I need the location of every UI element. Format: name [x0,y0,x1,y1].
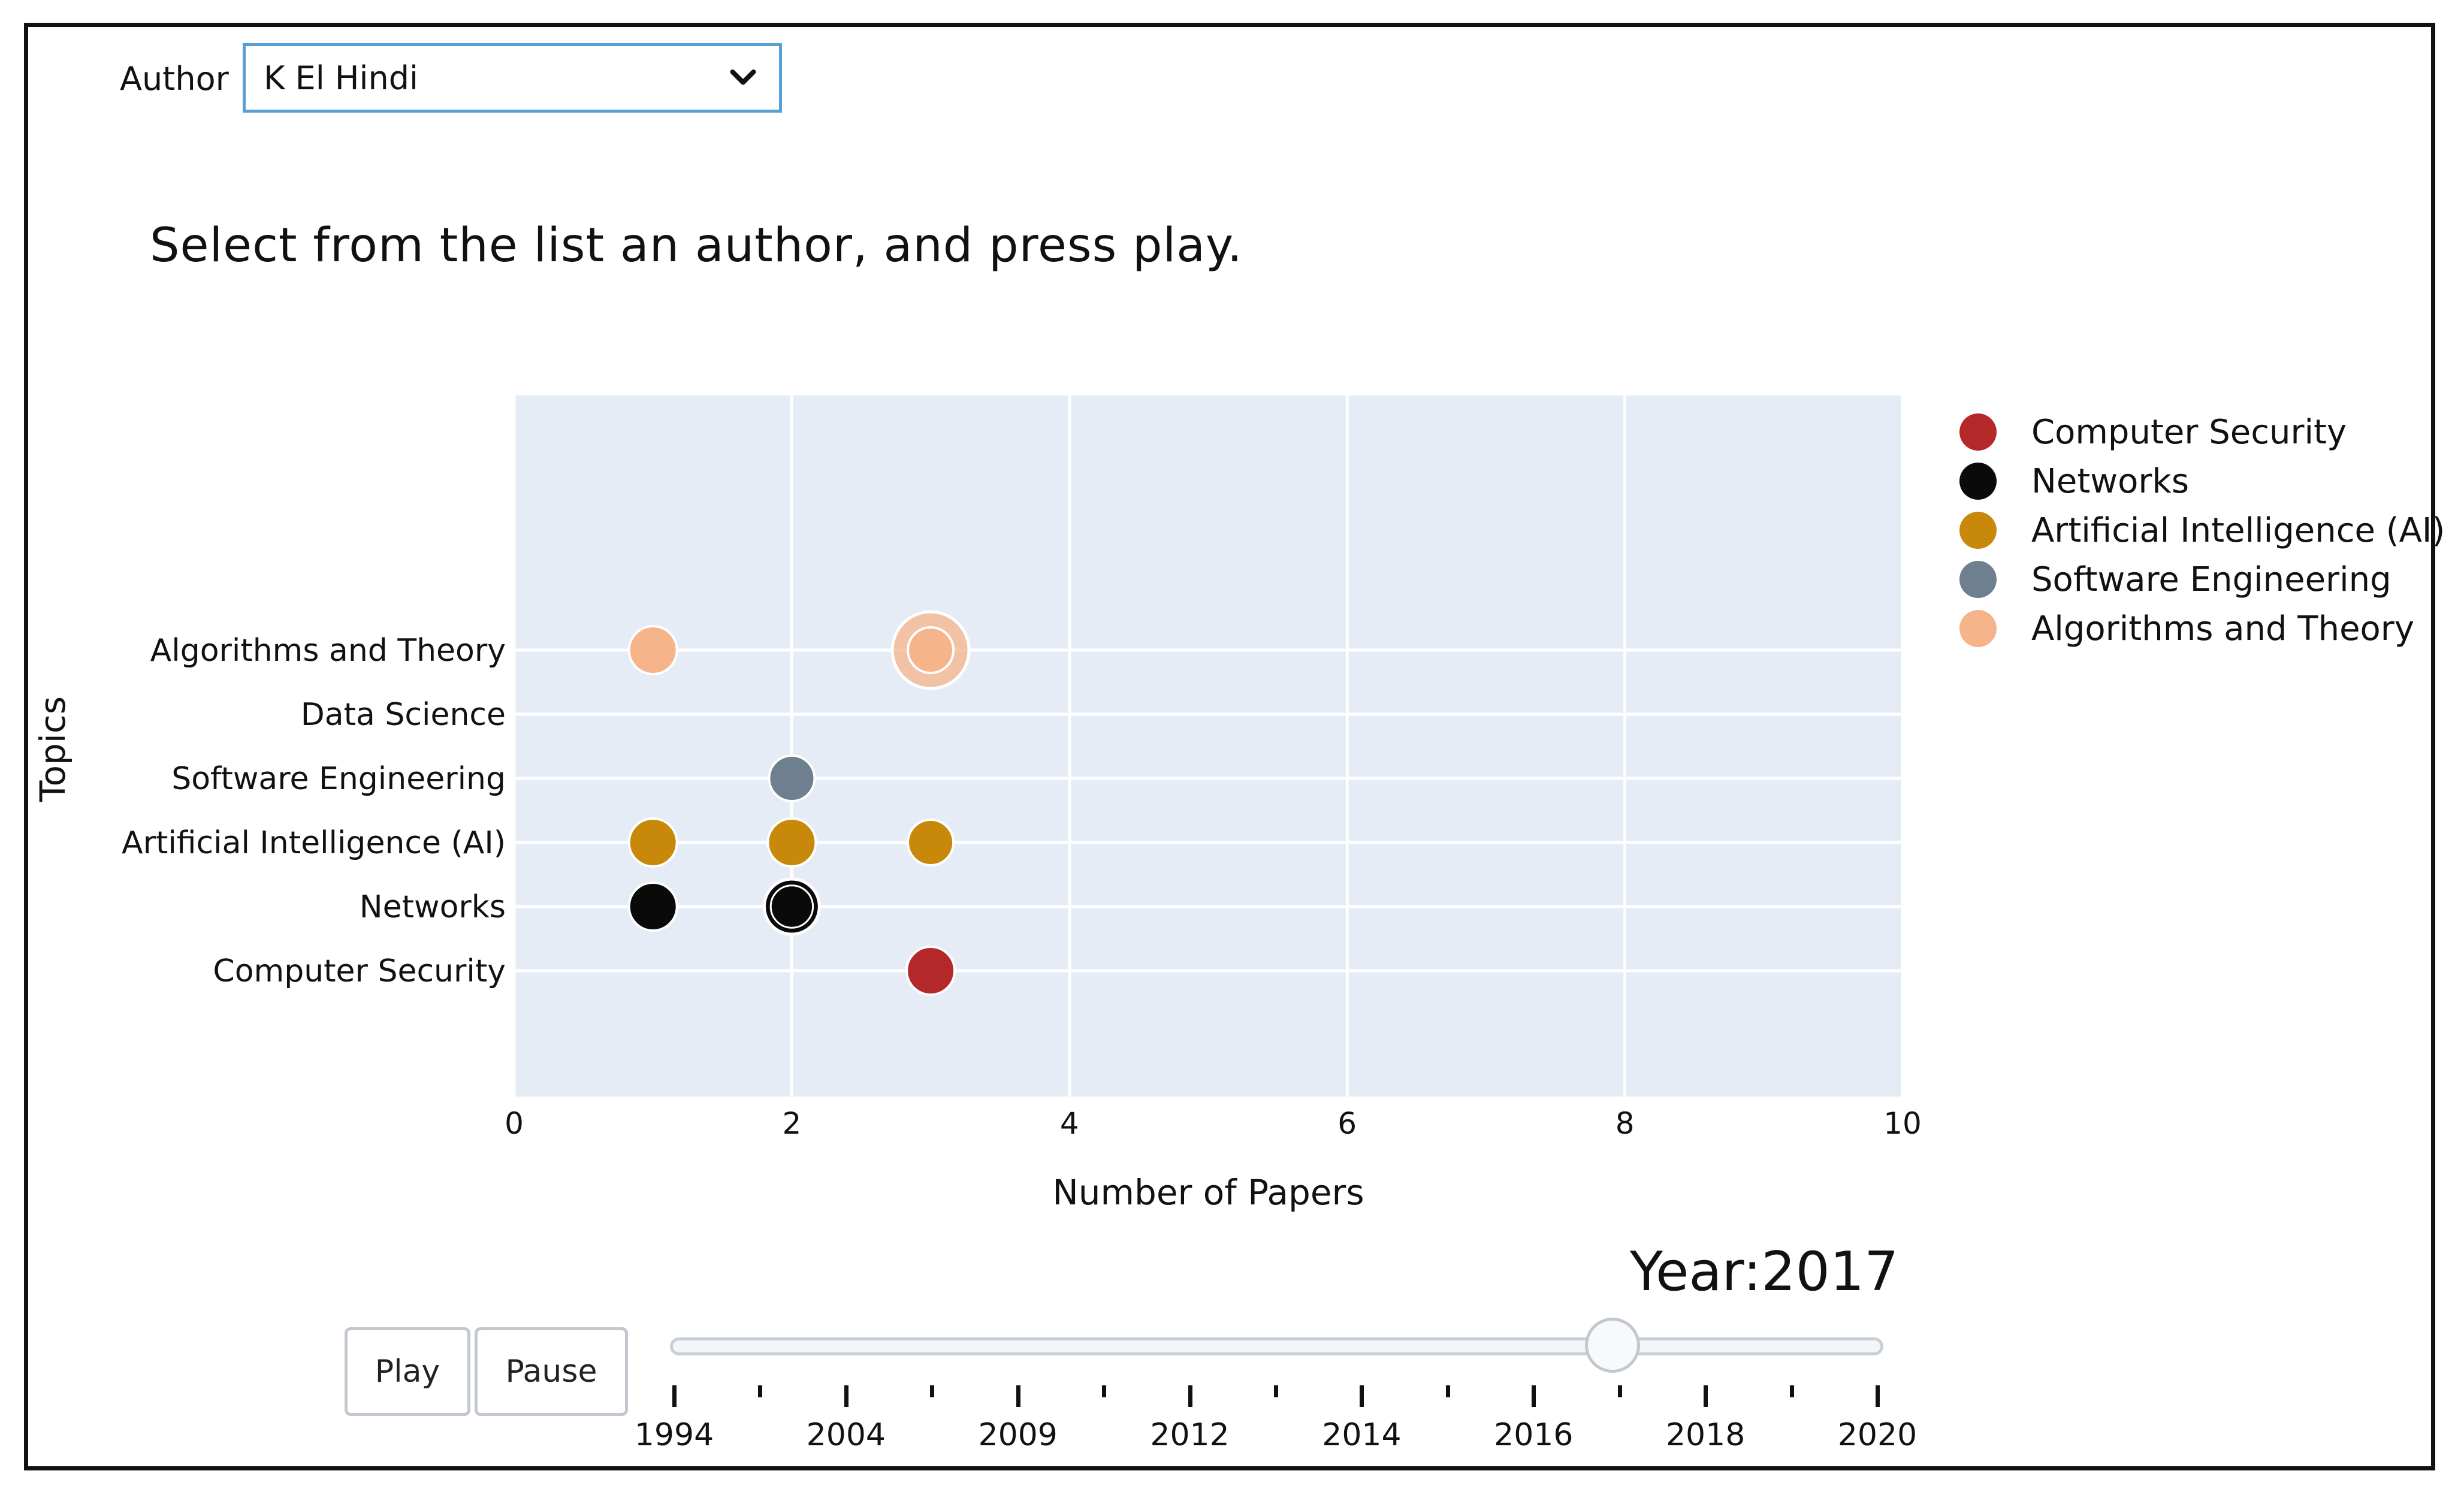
x-tick-label: 2 [782,1106,801,1141]
play-button[interactable]: Play [345,1327,470,1416]
y-tick-label: Artificial Intelligence (AI) [122,825,506,861]
instruction-text: Select from the list an author, and pres… [150,219,1243,273]
legend-item[interactable]: Software Engineering [1959,555,2445,604]
x-tick-label: 0 [505,1106,524,1141]
slider-tick-label: 2014 [1322,1417,1402,1453]
data-point [905,946,956,996]
slider-tick-label: 1994 [634,1417,714,1453]
bubble-chart: 0 2 4 6 8 10 Computer Security Networks Artifici… [32,395,1922,1213]
slider-major-tick [1016,1385,1020,1407]
x-tick-label: 10 [1883,1106,1922,1141]
data-point [627,817,678,868]
legend-marker [1959,413,1997,451]
slider-minor-tick [1274,1385,1278,1397]
slider-major-tick [844,1385,848,1407]
data-point [627,881,678,932]
slider-minor-tick [1102,1385,1107,1397]
slider-major-tick [672,1385,677,1407]
slider-tick-label: 2012 [1150,1417,1230,1453]
slider-minor-tick [1445,1385,1450,1397]
chevron-down-icon [730,70,756,85]
year-label: Year:2017 [1630,1240,1898,1303]
legend-marker [1959,561,1997,598]
y-axis-label: Topics [32,696,73,802]
author-select-value: K El Hindi [264,59,418,97]
slider-tick-label: 2018 [1665,1417,1746,1453]
y-tick-label: Software Engineering [171,761,506,797]
data-point [766,817,817,868]
x-tick-label: 8 [1616,1106,1635,1141]
legend-label: Algorithms and Theory [2031,609,2414,648]
slider-minor-tick [930,1385,935,1397]
y-tick-label: Computer Security [213,953,506,989]
slider-major-tick [1360,1385,1364,1407]
slider-tick-label: 2009 [978,1417,1058,1453]
x-tick-label: 6 [1337,1106,1357,1141]
year-slider-track[interactable] [670,1337,1883,1355]
legend-marker [1959,610,1997,647]
year-value: 2017 [1761,1240,1899,1303]
legend-marker [1959,463,1997,500]
slider-major-tick [1532,1385,1536,1407]
year-prefix: Year: [1630,1240,1762,1303]
year-slider-handle[interactable] [1585,1318,1641,1373]
legend-marker [1959,512,1997,549]
data-point [762,877,821,936]
chart-legend: Computer Security Networks Artificial Inte… [1959,407,2445,653]
x-axis-label: Number of Papers [1052,1172,1364,1213]
data-point [907,819,955,866]
slider-major-tick [1188,1385,1192,1407]
legend-label: Computer Security [2031,412,2347,452]
slider-minor-tick [758,1385,763,1397]
legend-item[interactable]: Algorithms and Theory [1959,604,2445,653]
data-point-inner [907,626,955,674]
legend-item[interactable]: Networks [1959,457,2445,506]
legend-label: Networks [2031,461,2189,501]
legend-item[interactable]: Computer Security [1959,407,2445,457]
data-point-ring [769,884,814,929]
author-select[interactable]: K El Hindi [243,43,782,113]
slider-major-tick [1876,1385,1880,1407]
legend-label: Artificial Intelligence (AI) [2031,511,2445,550]
slider-minor-tick [1617,1385,1622,1397]
slider-tick-label: 2016 [1494,1417,1574,1453]
y-tick-label: Algorithms and Theory [150,633,506,669]
data-point [768,754,816,802]
y-tick-label: Networks [360,889,506,925]
data-point [627,625,678,675]
author-label: Author [120,60,229,98]
x-tick-label: 4 [1060,1106,1079,1141]
legend-label: Software Engineering [2031,560,2391,599]
slider-minor-tick [1789,1385,1794,1397]
plot-area [514,395,1903,1097]
legend-item[interactable]: Artificial Intelligence (AI) [1959,506,2445,555]
y-tick-label: Data Science [301,697,506,733]
slider-tick-label: 2020 [1837,1417,1918,1453]
pause-button[interactable]: Pause [475,1327,628,1416]
slider-major-tick [1704,1385,1708,1407]
slider-tick-label: 2004 [806,1417,886,1453]
